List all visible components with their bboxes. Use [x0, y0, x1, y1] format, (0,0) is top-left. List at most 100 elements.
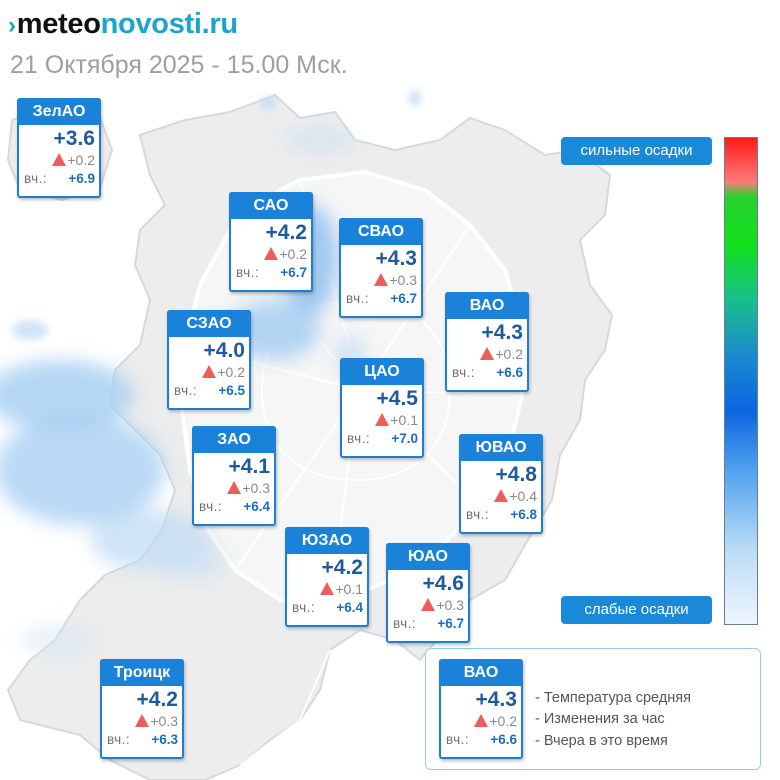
yesterday-value: +6.4 — [336, 600, 363, 615]
yesterday-row: вч.: +6.6 — [447, 363, 527, 382]
change-value: +0.2 — [495, 346, 523, 362]
triangle-up-icon — [480, 347, 495, 360]
change-value: +0.2 — [279, 246, 307, 262]
yesterday-label: вч.: — [452, 365, 476, 380]
change-value: +0.3 — [436, 597, 464, 613]
yesterday-label: вч.: — [446, 732, 470, 747]
temperature-value: +4.2 — [136, 688, 178, 711]
strong-precip-label: сильные осадки — [561, 137, 712, 165]
temperature-value: +4.5 — [376, 387, 418, 410]
temperature-value: +3.6 — [53, 127, 95, 150]
hourly-change: +0.2 — [441, 713, 521, 730]
temperature-value: +4.2 — [321, 556, 363, 579]
yesterday-row: вч.: +7.0 — [342, 429, 422, 448]
triangle-up-icon — [264, 247, 279, 260]
yesterday-value: +6.8 — [510, 507, 537, 522]
district-card-zao: ЗАО +4.1 +0.3 вч.: +6.4 — [192, 426, 276, 526]
logo-novosti: novosti.ru — [100, 8, 238, 40]
hourly-change: +0.3 — [341, 272, 421, 289]
yesterday-row: вч.: +6.7 — [388, 614, 468, 633]
district-card-cao: ЦАО +4.5 +0.1 вч.: +7.0 — [340, 358, 424, 458]
district-name: СВАО — [339, 218, 423, 245]
yesterday-row: вч.: +6.4 — [287, 598, 367, 617]
legend-item-yesterday: - Вчера в это время — [535, 733, 668, 749]
district-name: ЮЗАО — [285, 527, 369, 554]
weak-precip-label: слабые осадки — [561, 596, 712, 624]
change-value: +0.3 — [150, 713, 178, 729]
district-card-yuvao: ЮВАО +4.8 +0.4 вч.: +6.8 — [459, 434, 543, 534]
yesterday-label: вч.: — [292, 600, 316, 615]
hourly-change: +0.3 — [194, 480, 274, 497]
hourly-change: +0.2 — [231, 246, 311, 263]
temperature-value: +4.3 — [375, 247, 417, 270]
triangle-up-icon — [202, 365, 217, 378]
triangle-up-icon — [320, 582, 335, 595]
change-value: +0.3 — [242, 480, 270, 496]
precipitation-scale-bar — [724, 137, 758, 625]
district-name: ЮАО — [386, 543, 470, 570]
district-card-svao: СВАО +4.3 +0.3 вч.: +6.7 — [339, 218, 423, 318]
yesterday-label: вч.: — [346, 291, 370, 306]
yesterday-row: вч.: +6.4 — [194, 497, 274, 516]
district-name: ВАО — [445, 292, 529, 319]
triangle-up-icon — [421, 598, 436, 611]
hourly-change: +0.1 — [287, 581, 367, 598]
change-value: +0.2 — [489, 713, 517, 729]
yesterday-label: вч.: — [393, 616, 417, 631]
triangle-up-icon — [374, 273, 389, 286]
yesterday-label: вч.: — [24, 171, 48, 186]
yesterday-row: вч.: +6.6 — [441, 730, 521, 749]
hourly-change: +0.2 — [19, 152, 99, 169]
yesterday-value: +6.9 — [68, 171, 95, 186]
triangle-up-icon — [375, 413, 390, 426]
temperature-value: +4.1 — [228, 455, 270, 478]
yesterday-label: вч.: — [107, 732, 131, 747]
change-value: +0.2 — [67, 152, 95, 168]
district-name: САО — [229, 192, 313, 219]
site-logo[interactable]: ›meteonovosti.ru — [8, 6, 238, 44]
triangle-up-icon — [494, 489, 509, 502]
district-name: ВАО — [439, 659, 523, 686]
district-card-yuao: ЮАО +4.6 +0.3 вч.: +6.7 — [386, 543, 470, 643]
district-name: ЮВАО — [459, 434, 543, 461]
district-name: ЗАО — [192, 426, 276, 453]
temperature-value: +4.8 — [495, 463, 537, 486]
logo-meteo: meteo — [16, 8, 101, 40]
yesterday-value: +6.7 — [390, 291, 417, 306]
temperature-value: +4.2 — [265, 221, 307, 244]
legend-item-temperature: - Температура средняя — [535, 690, 691, 706]
yesterday-row: вч.: +6.7 — [231, 263, 311, 282]
triangle-up-icon — [135, 714, 150, 727]
yesterday-value: +7.0 — [391, 431, 418, 446]
district-card-troitsk: Троицк +4.2 +0.3 вч.: +6.3 — [100, 659, 184, 759]
triangle-up-icon — [227, 481, 242, 494]
hourly-change: +0.3 — [388, 597, 468, 614]
yesterday-value: +6.4 — [243, 499, 270, 514]
forecast-datetime: 21 Октября 2025 - 15.00 Мск. — [10, 51, 348, 79]
district-card-szao: СЗАО +4.0 +0.2 вч.: +6.5 — [167, 310, 251, 410]
yesterday-value: +6.5 — [218, 383, 245, 398]
hourly-change: +0.1 — [342, 412, 422, 429]
change-value: +0.2 — [217, 364, 245, 380]
district-name: Троицк — [100, 659, 184, 686]
yesterday-value: +6.6 — [490, 732, 517, 747]
yesterday-row: вч.: +6.9 — [19, 169, 99, 188]
legend-item-change: - Изменения за час — [535, 711, 665, 727]
hourly-change: +0.3 — [102, 713, 182, 730]
temperature-value: +4.3 — [481, 321, 523, 344]
yesterday-row: вч.: +6.8 — [461, 505, 541, 524]
hourly-change: +0.4 — [461, 488, 541, 505]
yesterday-label: вч.: — [174, 383, 198, 398]
temperature-value: +4.6 — [422, 572, 464, 595]
logo-mark: › — [8, 12, 16, 39]
legend-sample-card: ВАО +4.3 +0.2 вч.: +6.6 — [439, 659, 523, 759]
district-card-sao: САО +4.2 +0.2 вч.: +6.7 — [229, 192, 313, 292]
district-name: ЗелАО — [17, 98, 101, 125]
triangle-up-icon — [474, 714, 489, 727]
yesterday-value: +6.7 — [437, 616, 464, 631]
district-name: СЗАО — [167, 310, 251, 337]
district-card-yuzao: ЮЗАО +4.2 +0.1 вч.: +6.4 — [285, 527, 369, 627]
yesterday-value: +6.3 — [151, 732, 178, 747]
yesterday-label: вч.: — [347, 431, 371, 446]
